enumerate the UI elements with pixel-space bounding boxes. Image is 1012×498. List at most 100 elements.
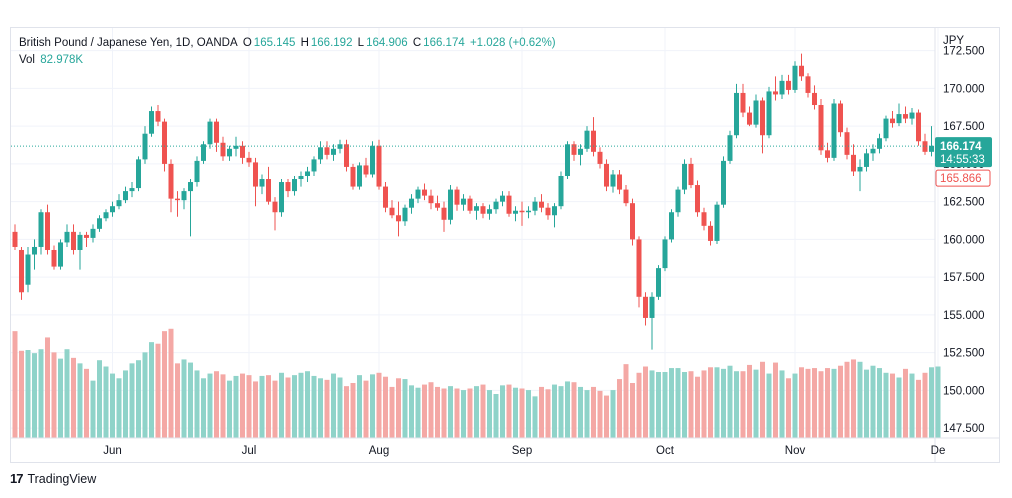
volume-bar bbox=[428, 382, 434, 438]
volume-bar bbox=[812, 368, 817, 438]
volume-bar bbox=[454, 388, 460, 438]
price-chart[interactable]: 172.500170.000167.500165.000162.500160.0… bbox=[11, 28, 999, 462]
volume-label[interactable]: Vol bbox=[19, 54, 35, 66]
volume-bar bbox=[669, 368, 674, 438]
candle-body bbox=[513, 210, 518, 214]
volume-bar bbox=[825, 368, 830, 438]
candle-body bbox=[279, 182, 284, 213]
volume-bar bbox=[480, 384, 486, 438]
volume-bar bbox=[467, 388, 473, 438]
volume-bar bbox=[25, 350, 31, 438]
volume-bar bbox=[591, 386, 596, 438]
candle-body bbox=[142, 133, 148, 160]
volume-bar bbox=[903, 368, 908, 438]
prev-close-badge bbox=[935, 169, 991, 187]
volume-bar bbox=[604, 395, 609, 438]
volume-bar bbox=[838, 365, 843, 438]
volume-bar bbox=[753, 369, 759, 438]
currency-label: JPY bbox=[943, 35, 964, 47]
candle-body bbox=[363, 165, 369, 175]
candle-body bbox=[116, 200, 122, 207]
volume-bar bbox=[214, 371, 219, 438]
candle-body bbox=[292, 179, 297, 192]
volume-bar bbox=[175, 363, 180, 438]
volume-bar bbox=[12, 331, 18, 438]
candle-body bbox=[480, 206, 486, 214]
volume-bar bbox=[344, 386, 349, 438]
candle-body bbox=[311, 159, 317, 172]
volume-bar bbox=[558, 386, 564, 438]
close-value: 166.174 bbox=[423, 37, 465, 49]
volume-bar bbox=[409, 385, 414, 438]
candle-body bbox=[675, 189, 681, 213]
candle-body bbox=[441, 207, 447, 220]
candle-body bbox=[51, 249, 57, 267]
open-value: 165.145 bbox=[253, 37, 296, 49]
candle-body bbox=[123, 191, 128, 201]
candle-body bbox=[851, 154, 856, 172]
candle-body bbox=[155, 111, 161, 122]
candle-body bbox=[188, 182, 193, 192]
volume-bar bbox=[19, 350, 24, 438]
candle-body bbox=[493, 201, 499, 210]
volume-bar bbox=[71, 357, 76, 438]
candle-body bbox=[201, 144, 206, 161]
candle-body bbox=[792, 65, 798, 90]
volume-bar bbox=[636, 372, 642, 438]
candle-body bbox=[870, 148, 876, 154]
candle-body bbox=[532, 201, 538, 211]
x-tick-label: De bbox=[931, 445, 946, 457]
x-tick-label: Jul bbox=[242, 445, 257, 457]
candle-body bbox=[285, 182, 291, 192]
candle-body bbox=[487, 209, 492, 214]
candle-body bbox=[604, 163, 609, 187]
volume-bar bbox=[831, 368, 837, 438]
volume-bar bbox=[656, 372, 661, 438]
candle-body bbox=[623, 189, 629, 204]
candle-body bbox=[812, 92, 817, 106]
candle-body bbox=[168, 163, 174, 199]
candle-body bbox=[636, 239, 642, 297]
candle-body bbox=[383, 186, 388, 208]
volume-bar bbox=[376, 372, 382, 438]
volume-bar bbox=[84, 368, 89, 438]
candle-body bbox=[305, 171, 310, 176]
candle-body bbox=[25, 254, 31, 285]
time-axis: Jun Jul Aug Sep Oct Nov De bbox=[103, 445, 945, 457]
volume-bar bbox=[916, 379, 921, 438]
low-value: 164.906 bbox=[366, 37, 408, 49]
symbol-label[interactable]: British Pound / Japanese Yen, 1D, OANDA bbox=[19, 37, 238, 49]
volume-bar bbox=[350, 383, 356, 438]
volume-bar bbox=[688, 371, 694, 438]
brand-name[interactable]: TradingView bbox=[27, 471, 97, 486]
volume-bar bbox=[363, 380, 369, 438]
candle-body bbox=[500, 195, 505, 202]
volume-bar bbox=[168, 328, 174, 438]
candle-body bbox=[32, 246, 37, 255]
candle-body bbox=[701, 212, 707, 226]
volume-bar bbox=[279, 372, 284, 438]
candle-body bbox=[350, 166, 356, 187]
candle-body bbox=[779, 80, 785, 95]
y-tick-label: 172.500 bbox=[943, 46, 985, 58]
candle-body bbox=[916, 112, 921, 142]
x-tick-label: Jun bbox=[103, 445, 122, 457]
candle-body bbox=[565, 144, 570, 176]
candle-body bbox=[708, 225, 713, 241]
volume-bar bbox=[389, 386, 395, 438]
candle-body bbox=[688, 163, 694, 186]
candle-body bbox=[896, 114, 902, 124]
volume-bar bbox=[324, 379, 330, 438]
volume-bar bbox=[721, 368, 726, 438]
candle-body bbox=[766, 91, 772, 136]
volume-bar bbox=[45, 337, 50, 438]
price-axis: 172.500170.000167.500165.000162.500160.0… bbox=[943, 35, 985, 435]
tradingview-logo-icon[interactable]: 17 bbox=[10, 471, 24, 486]
y-tick-label: 157.500 bbox=[943, 272, 985, 284]
volume-bar bbox=[643, 366, 648, 438]
candle-body bbox=[805, 76, 811, 93]
volume-bar bbox=[188, 362, 193, 438]
candle-body bbox=[467, 198, 473, 211]
volume-bar bbox=[181, 359, 187, 438]
volume-bar bbox=[51, 352, 57, 438]
